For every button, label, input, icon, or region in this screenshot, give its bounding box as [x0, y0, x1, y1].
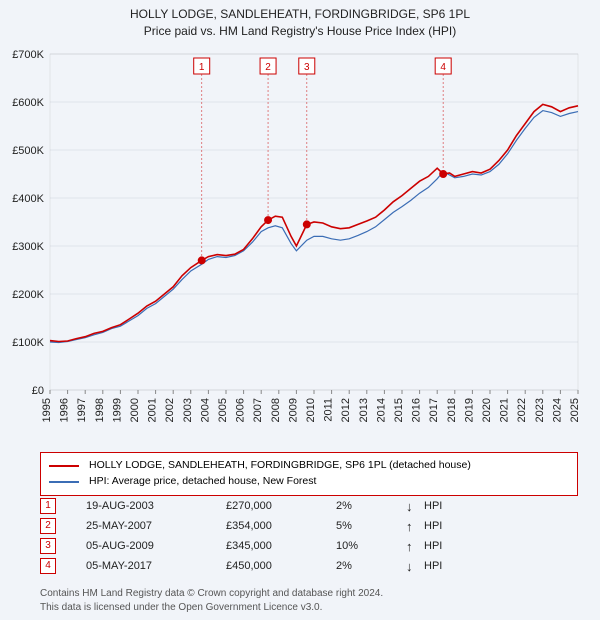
- txn-suffix: HPI: [424, 560, 464, 572]
- txn-suffix: HPI: [424, 540, 464, 552]
- svg-text:2024: 2024: [551, 398, 563, 422]
- title-block: HOLLY LODGE, SANDLEHEATH, FORDINGBRIDGE,…: [0, 0, 600, 40]
- svg-text:2006: 2006: [235, 398, 247, 422]
- svg-text:2000: 2000: [129, 398, 141, 422]
- legend: HOLLY LODGE, SANDLEHEATH, FORDINGBRIDGE,…: [40, 452, 578, 496]
- svg-text:2003: 2003: [182, 398, 194, 422]
- footer: Contains HM Land Registry data © Crown c…: [40, 587, 383, 614]
- svg-text:2016: 2016: [411, 398, 423, 422]
- txn-suffix: HPI: [424, 520, 464, 532]
- arrow-up-icon: ↑: [406, 539, 424, 554]
- marker-badge-icon: 2: [40, 518, 56, 534]
- svg-text:3: 3: [304, 62, 310, 73]
- table-row: 4 05-MAY-2017 £450,000 2% ↓ HPI: [40, 556, 464, 576]
- svg-text:£100K: £100K: [12, 337, 44, 349]
- title-line1: HOLLY LODGE, SANDLEHEATH, FORDINGBRIDGE,…: [0, 6, 600, 23]
- svg-text:2004: 2004: [199, 398, 211, 422]
- svg-text:1: 1: [199, 62, 205, 73]
- txn-date: 05-AUG-2009: [86, 540, 226, 552]
- svg-text:£0: £0: [32, 385, 44, 397]
- svg-text:2014: 2014: [375, 398, 387, 422]
- marker-badge-icon: 1: [40, 498, 56, 514]
- svg-text:1999: 1999: [111, 398, 123, 422]
- svg-text:2: 2: [265, 62, 271, 73]
- svg-text:£200K: £200K: [12, 289, 44, 301]
- svg-text:2012: 2012: [340, 398, 352, 422]
- svg-text:2018: 2018: [446, 398, 458, 422]
- svg-text:2025: 2025: [569, 398, 581, 422]
- svg-text:2011: 2011: [323, 398, 335, 422]
- svg-text:2019: 2019: [463, 398, 475, 422]
- title-line2: Price paid vs. HM Land Registry's House …: [0, 23, 600, 40]
- txn-date: 19-AUG-2003: [86, 500, 226, 512]
- txn-price: £354,000: [226, 520, 336, 532]
- svg-text:2020: 2020: [481, 398, 493, 422]
- marker-badge-icon: 3: [40, 538, 56, 554]
- txn-pct: 5%: [336, 520, 406, 532]
- footer-line2: This data is licensed under the Open Gov…: [40, 601, 383, 615]
- svg-text:2009: 2009: [287, 398, 299, 422]
- svg-text:1995: 1995: [41, 398, 53, 422]
- svg-text:£600K: £600K: [12, 97, 44, 109]
- txn-price: £270,000: [226, 500, 336, 512]
- txn-pct: 2%: [336, 500, 406, 512]
- svg-text:2002: 2002: [164, 398, 176, 422]
- table-row: 2 25-MAY-2007 £354,000 5% ↑ HPI: [40, 516, 464, 536]
- txn-suffix: HPI: [424, 500, 464, 512]
- legend-item-property: HOLLY LODGE, SANDLEHEATH, FORDINGBRIDGE,…: [49, 458, 569, 474]
- svg-text:1997: 1997: [76, 398, 88, 422]
- svg-text:£700K: £700K: [12, 49, 44, 61]
- txn-date: 25-MAY-2007: [86, 520, 226, 532]
- legend-label-hpi: HPI: Average price, detached house, New …: [89, 474, 316, 490]
- chart-container: HOLLY LODGE, SANDLEHEATH, FORDINGBRIDGE,…: [0, 0, 600, 620]
- svg-text:1998: 1998: [94, 398, 106, 422]
- svg-text:2015: 2015: [393, 398, 405, 422]
- svg-text:2013: 2013: [358, 398, 370, 422]
- svg-text:2001: 2001: [147, 398, 159, 422]
- legend-swatch-hpi: [49, 481, 79, 483]
- table-row: 1 19-AUG-2003 £270,000 2% ↓ HPI: [40, 496, 464, 516]
- txn-date: 05-MAY-2017: [86, 560, 226, 572]
- txn-price: £450,000: [226, 560, 336, 572]
- svg-text:4: 4: [440, 62, 446, 73]
- line-chart: £0£100K£200K£300K£400K£500K£600K£700K199…: [50, 50, 580, 430]
- svg-text:£300K: £300K: [12, 241, 44, 253]
- footer-line1: Contains HM Land Registry data © Crown c…: [40, 587, 383, 601]
- svg-text:2010: 2010: [305, 398, 317, 422]
- arrow-down-icon: ↓: [406, 499, 424, 514]
- legend-item-hpi: HPI: Average price, detached house, New …: [49, 474, 569, 490]
- legend-swatch-property: [49, 465, 79, 467]
- arrow-down-icon: ↓: [406, 559, 424, 574]
- table-row: 3 05-AUG-2009 £345,000 10% ↑ HPI: [40, 536, 464, 556]
- arrow-up-icon: ↑: [406, 519, 424, 534]
- svg-text:£400K: £400K: [12, 193, 44, 205]
- svg-text:2022: 2022: [516, 398, 528, 422]
- svg-text:2005: 2005: [217, 398, 229, 422]
- marker-badge-icon: 4: [40, 558, 56, 574]
- txn-price: £345,000: [226, 540, 336, 552]
- svg-text:2008: 2008: [270, 398, 282, 422]
- svg-text:2023: 2023: [534, 398, 546, 422]
- txn-pct: 2%: [336, 560, 406, 572]
- svg-text:£500K: £500K: [12, 145, 44, 157]
- legend-label-property: HOLLY LODGE, SANDLEHEATH, FORDINGBRIDGE,…: [89, 458, 471, 474]
- transactions-table: 1 19-AUG-2003 £270,000 2% ↓ HPI 2 25-MAY…: [40, 496, 464, 576]
- svg-text:2007: 2007: [252, 398, 264, 422]
- svg-text:2017: 2017: [428, 398, 440, 422]
- svg-text:2021: 2021: [499, 398, 511, 422]
- txn-pct: 10%: [336, 540, 406, 552]
- svg-text:1996: 1996: [59, 398, 71, 422]
